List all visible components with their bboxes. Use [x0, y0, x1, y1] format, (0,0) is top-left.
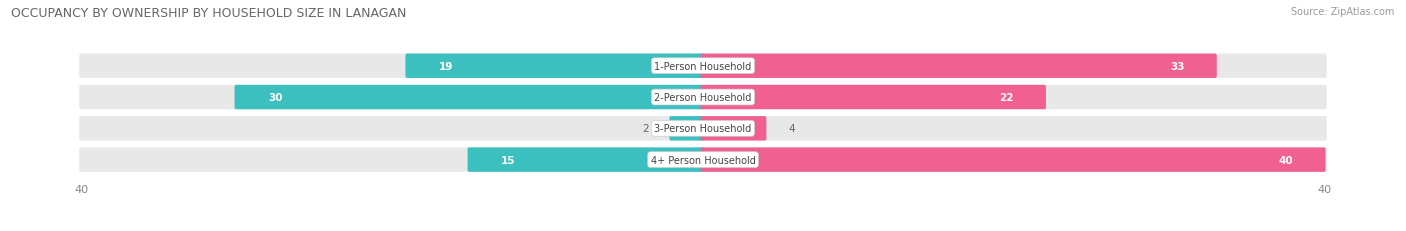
Text: 2-Person Household: 2-Person Household [654, 93, 752, 103]
Legend: Owner-occupied, Renter-occupied: Owner-occupied, Renter-occupied [582, 229, 824, 231]
FancyBboxPatch shape [235, 85, 704, 110]
FancyBboxPatch shape [79, 85, 1327, 110]
Text: 33: 33 [1170, 61, 1184, 71]
Text: 30: 30 [269, 93, 283, 103]
Text: 1-Person Household: 1-Person Household [654, 61, 752, 71]
FancyBboxPatch shape [79, 117, 1327, 141]
FancyBboxPatch shape [468, 148, 704, 172]
FancyBboxPatch shape [79, 54, 1327, 79]
Text: 4+ Person Household: 4+ Person Household [651, 155, 755, 165]
FancyBboxPatch shape [669, 117, 704, 141]
Text: 2: 2 [643, 124, 648, 134]
FancyBboxPatch shape [700, 54, 1216, 79]
Text: 40: 40 [1278, 155, 1294, 165]
FancyBboxPatch shape [700, 85, 1046, 110]
Text: 19: 19 [439, 61, 453, 71]
Text: OCCUPANCY BY OWNERSHIP BY HOUSEHOLD SIZE IN LANAGAN: OCCUPANCY BY OWNERSHIP BY HOUSEHOLD SIZE… [11, 7, 406, 20]
FancyBboxPatch shape [405, 54, 704, 79]
Text: 3-Person Household: 3-Person Household [654, 124, 752, 134]
FancyBboxPatch shape [700, 117, 766, 141]
FancyBboxPatch shape [700, 148, 1326, 172]
Text: Source: ZipAtlas.com: Source: ZipAtlas.com [1291, 7, 1395, 17]
Text: 4: 4 [789, 124, 794, 134]
Text: 15: 15 [501, 155, 516, 165]
Text: 22: 22 [1000, 93, 1014, 103]
FancyBboxPatch shape [79, 148, 1327, 172]
